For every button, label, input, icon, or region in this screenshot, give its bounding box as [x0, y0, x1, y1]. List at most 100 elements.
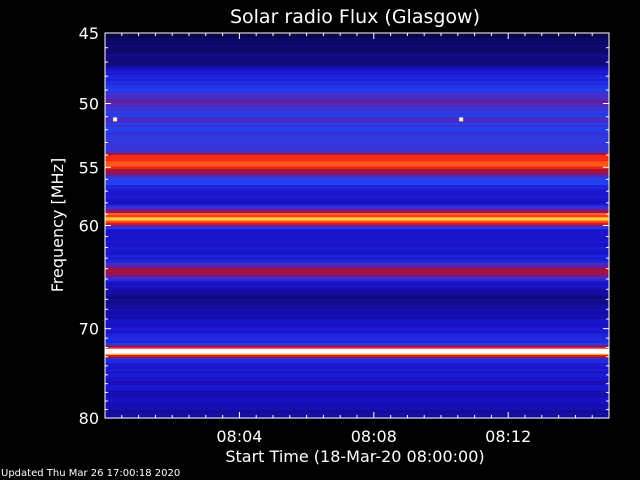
heatmap-row — [105, 353, 609, 355]
heatmap-row — [105, 229, 609, 231]
x-axis: 08:04 08:08 08:12 — [121, 33, 593, 446]
heatmap-row — [105, 363, 609, 365]
heatmap-row — [105, 53, 609, 55]
heatmap-row — [105, 139, 609, 141]
burst-point — [113, 117, 118, 122]
frequency-band — [105, 217, 609, 221]
heatmap-row — [105, 309, 609, 311]
heatmap-row — [105, 129, 609, 131]
heatmap-row — [105, 385, 609, 387]
heatmap-row — [105, 77, 609, 79]
x-tick-label: 08:08 — [351, 427, 397, 446]
heatmap-row — [105, 181, 609, 183]
frequency-band — [105, 270, 609, 274]
heatmap-row — [105, 409, 609, 411]
heatmap-row — [105, 37, 609, 39]
heatmap-row — [105, 355, 609, 357]
heatmap-row — [105, 39, 609, 41]
heatmap-row — [105, 257, 609, 259]
y-axis: 45 50 55 60 70 80 — [79, 24, 609, 428]
heatmap-row — [105, 89, 609, 91]
x-tick-label: 08:04 — [216, 427, 262, 446]
heatmap-row — [105, 189, 609, 191]
heatmap-row — [105, 121, 609, 123]
heatmap-row — [105, 183, 609, 185]
heatmap-row — [105, 131, 609, 133]
heatmap-row — [105, 179, 609, 181]
heatmap-row — [105, 213, 609, 215]
heatmap-row — [105, 331, 609, 333]
y-tick-label: 80 — [79, 409, 99, 428]
heatmap-row — [105, 301, 609, 303]
heatmap-row — [105, 347, 609, 349]
heatmap-row — [105, 231, 609, 233]
heatmap-row — [105, 67, 609, 69]
heatmap-row — [105, 293, 609, 295]
heatmap-row — [105, 79, 609, 81]
heatmap-area — [105, 33, 609, 419]
heatmap-row — [105, 317, 609, 319]
heatmap-row — [105, 359, 609, 361]
heatmap-row — [105, 147, 609, 149]
heatmap-row — [105, 325, 609, 327]
heatmap-row — [105, 175, 609, 177]
heatmap-row — [105, 315, 609, 317]
heatmap-row — [105, 241, 609, 243]
heatmap-row — [105, 107, 609, 109]
heatmap-row — [105, 285, 609, 287]
heatmap-row — [105, 337, 609, 339]
heatmap-row — [105, 127, 609, 129]
heatmap-row — [105, 307, 609, 309]
heatmap-row — [105, 263, 609, 265]
heatmap-row — [105, 239, 609, 241]
heatmap-row — [105, 103, 609, 105]
heatmap-row — [105, 381, 609, 383]
heatmap-row — [105, 289, 609, 291]
heatmap-row — [105, 153, 609, 155]
heatmap-row — [105, 169, 609, 171]
heatmap-row — [105, 185, 609, 187]
heatmap-row — [105, 97, 609, 99]
heatmap-row — [105, 247, 609, 249]
heatmap-row — [105, 365, 609, 367]
heatmap-row — [105, 115, 609, 117]
heatmap-row — [105, 51, 609, 53]
heatmap-row — [105, 413, 609, 415]
heatmap-row — [105, 321, 609, 323]
x-tick-label: 08:12 — [485, 427, 531, 446]
heatmap-row — [105, 339, 609, 341]
heatmap-row — [105, 61, 609, 63]
heatmap-row — [105, 335, 609, 337]
heatmap-row — [105, 63, 609, 65]
heatmap-row — [105, 249, 609, 251]
heatmap-row — [105, 411, 609, 413]
heatmap-row — [105, 167, 609, 169]
heatmap-row — [105, 73, 609, 75]
heatmap-row — [105, 399, 609, 401]
heatmap-row — [105, 149, 609, 151]
heatmap-row — [105, 267, 609, 269]
heatmap-row — [105, 323, 609, 325]
heatmap-row — [105, 123, 609, 125]
heatmap-row — [105, 199, 609, 201]
heatmap-row — [105, 405, 609, 407]
heatmap-row — [105, 291, 609, 293]
heatmap-row — [105, 275, 609, 277]
heatmap-row — [105, 343, 609, 345]
heatmap-row — [105, 215, 609, 217]
heatmap-row — [105, 311, 609, 313]
heatmap-row — [105, 93, 609, 95]
heatmap-row — [105, 211, 609, 213]
heatmap-row — [105, 95, 609, 97]
heatmap-row — [105, 313, 609, 315]
heatmap-row — [105, 245, 609, 247]
heatmap-row — [105, 141, 609, 143]
heatmap-row — [105, 145, 609, 147]
heatmap-row — [105, 105, 609, 107]
heatmap-row — [105, 75, 609, 77]
heatmap-row — [105, 85, 609, 87]
heatmap-row — [105, 173, 609, 175]
heatmap-row — [105, 41, 609, 43]
frequency-band — [105, 163, 609, 167]
heatmap-row — [105, 91, 609, 93]
